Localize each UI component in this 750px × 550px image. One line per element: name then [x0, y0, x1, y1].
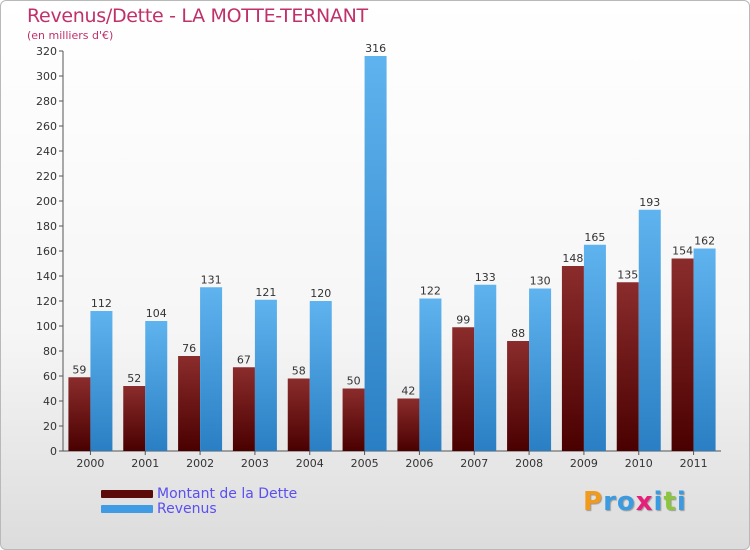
data-label: 99 [456, 313, 470, 326]
data-label: 165 [584, 231, 605, 244]
legend-label-dette: Montant de la Dette [157, 486, 298, 502]
x-tick-label: 2006 [405, 457, 433, 470]
bar-dette [507, 341, 530, 451]
x-tick-label: 2002 [186, 457, 214, 470]
axes: 0 20 40 60 80 100 120 140 160 180 200 220 240 260 280 3… [36, 45, 721, 470]
data-label: 193 [639, 196, 660, 209]
data-label: 120 [310, 287, 331, 300]
y-tick-label: 100 [36, 320, 57, 333]
y-tick-label: 20 [43, 420, 57, 433]
logo-letter: t [663, 487, 677, 517]
data-label: 52 [127, 372, 141, 385]
data-label: 154 [672, 245, 693, 258]
y-tick-label: 220 [36, 170, 57, 183]
data-label: 133 [475, 271, 496, 284]
data-label: 67 [237, 353, 251, 366]
bar-revenus [309, 301, 332, 451]
bar-dette [561, 266, 584, 451]
data-label: 104 [146, 307, 167, 320]
bar-revenus [693, 248, 716, 451]
y-tick-label: 240 [36, 145, 57, 158]
proxiti-logo: Proxiti [583, 487, 687, 517]
y-tick-label: 320 [36, 45, 57, 58]
bar-revenus [638, 209, 661, 451]
data-label: 59 [72, 363, 86, 376]
data-label: 162 [694, 235, 715, 248]
data-label: 130 [530, 275, 551, 288]
y-tick-label: 140 [36, 270, 57, 283]
y-tick-label: 180 [36, 220, 57, 233]
bar-revenus [419, 298, 442, 451]
x-tick-label: 2008 [515, 457, 543, 470]
chart-title: Revenus/Dette - LA MOTTE-TERNANT [27, 5, 368, 27]
bar-dette [68, 377, 91, 451]
logo-letter: x [635, 487, 654, 517]
data-label: 135 [617, 268, 638, 281]
logo-letter: i [653, 487, 664, 517]
bar-dette [397, 398, 420, 451]
data-label: 58 [292, 365, 306, 378]
chart-subtitle: (en milliers d'€) [27, 29, 114, 42]
bar-dette [123, 386, 146, 451]
x-tick-label: 2000 [76, 457, 104, 470]
data-label: 76 [182, 342, 196, 355]
bar-revenus [474, 284, 497, 451]
x-tick-label: 2009 [570, 457, 598, 470]
legend-swatch-dette [101, 490, 153, 498]
y-tick-label: 60 [43, 370, 57, 383]
legend-label-revenus: Revenus [157, 501, 217, 517]
bar-dette [232, 367, 255, 451]
x-tick-label: 2004 [296, 457, 324, 470]
bar-dette [671, 258, 694, 451]
data-label: 112 [91, 297, 112, 310]
x-tick-label: 2011 [680, 457, 708, 470]
x-tick-label: 2010 [625, 457, 653, 470]
data-label: 148 [562, 252, 583, 265]
data-label: 316 [365, 42, 386, 55]
logo-letter: i [676, 487, 687, 517]
bar-revenus [583, 244, 606, 451]
y-tick-label: 200 [36, 195, 57, 208]
y-tick-label: 160 [36, 245, 57, 258]
bars [68, 56, 716, 451]
bar-revenus [200, 287, 223, 451]
data-label: 122 [420, 285, 441, 298]
logo-letter: r [603, 487, 617, 517]
bar-dette [616, 282, 639, 451]
x-tick-label: 2005 [351, 457, 379, 470]
bar-revenus [90, 311, 113, 451]
y-tick-label: 300 [36, 70, 57, 83]
y-tick-label: 280 [36, 95, 57, 108]
data-label: 131 [201, 273, 222, 286]
bar-revenus [364, 56, 387, 451]
bar-dette [342, 388, 365, 451]
data-label: 50 [347, 375, 361, 388]
legend-swatch-revenus [101, 505, 153, 513]
bar-revenus [529, 288, 552, 451]
x-tick-label: 2001 [131, 457, 159, 470]
x-tick-label: 2003 [241, 457, 269, 470]
data-label: 42 [401, 385, 415, 398]
data-labels: 59 112 52 104 76 131 67 121 58 120 50 316 42 122 99 133… [72, 42, 715, 398]
x-tick-label: 2007 [460, 457, 488, 470]
logo-letter: o [616, 487, 636, 517]
y-tick-label: 40 [43, 395, 57, 408]
y-tick-label: 120 [36, 295, 57, 308]
data-label: 88 [511, 327, 525, 340]
bar-dette [287, 378, 310, 451]
y-tick-label: 80 [43, 345, 57, 358]
data-label: 121 [255, 286, 276, 299]
bar-revenus [254, 299, 277, 451]
y-tick-label: 0 [50, 445, 57, 458]
logo-letter: P [583, 487, 604, 517]
bar-dette [178, 356, 201, 451]
bar-dette [452, 327, 475, 451]
bar-revenus [145, 321, 168, 451]
y-tick-label: 260 [36, 120, 57, 133]
